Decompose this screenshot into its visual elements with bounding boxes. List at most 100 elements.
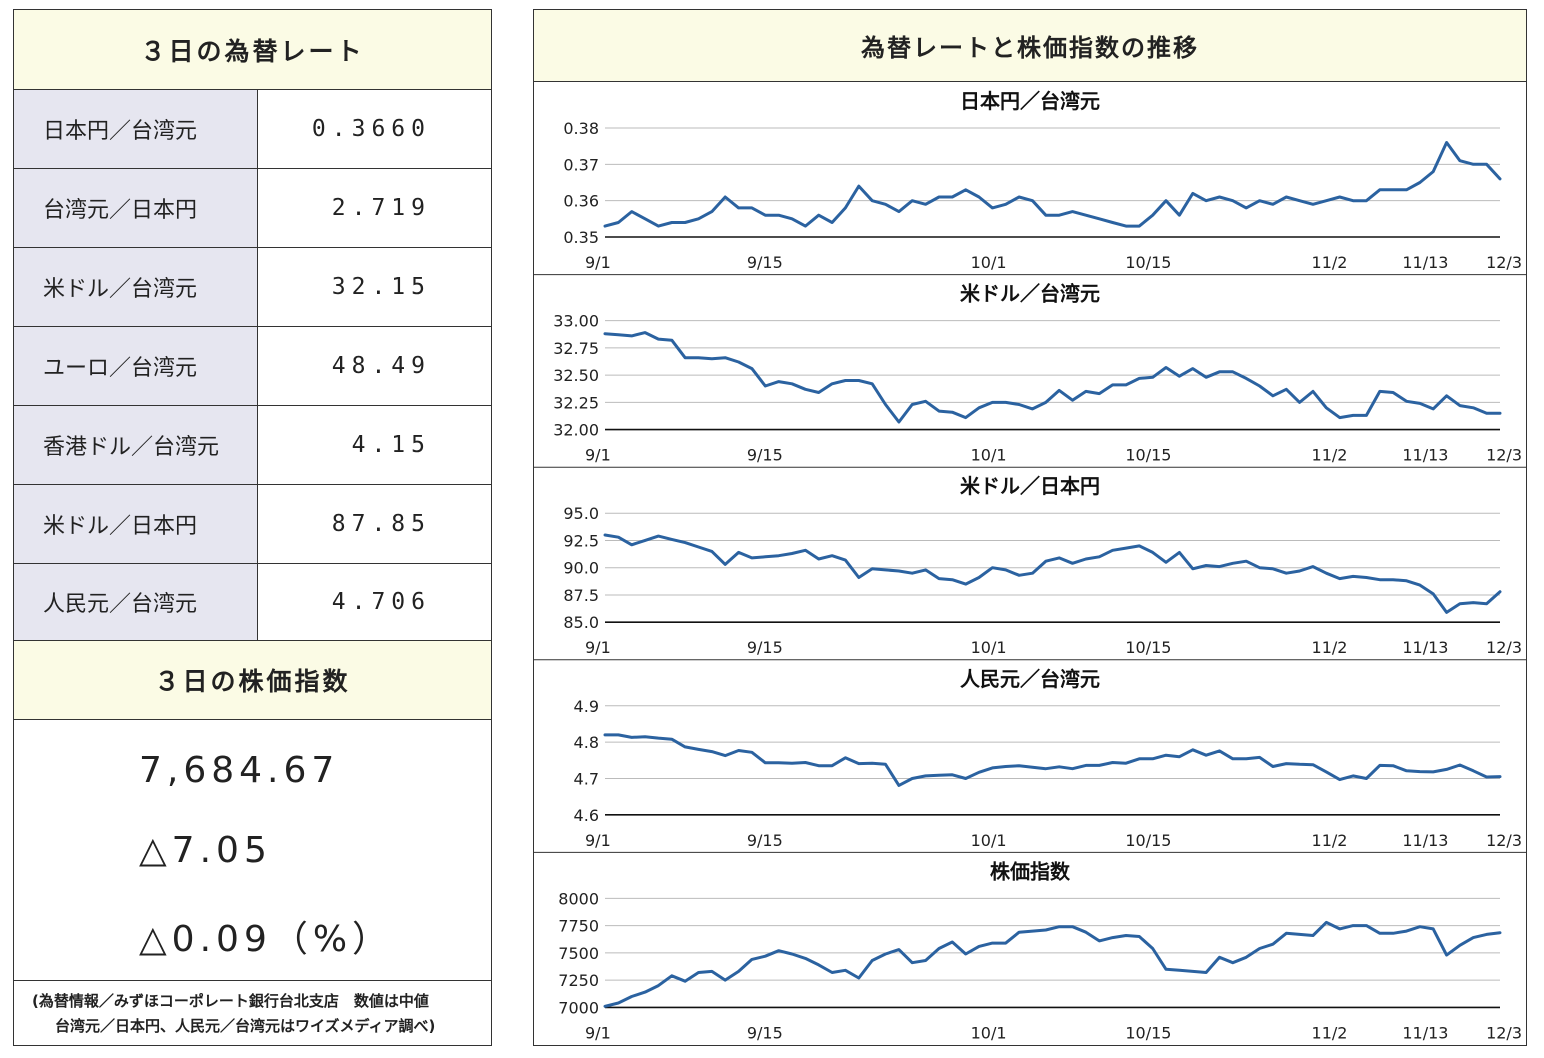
stock-index-change: △7.05 — [139, 830, 272, 871]
y-tick-label: 7000 — [558, 998, 599, 1017]
chart-panel: 株価指数 7000 7250 7500 7750 8000 9/1 9/15 10/1 10/15… — [534, 851, 1526, 1042]
rate-value: 87.85 — [331, 511, 431, 537]
x-tick-label: 11/13 — [1402, 638, 1448, 657]
rate-label: ユーロ／台湾元 — [14, 327, 258, 405]
y-tick-label: 32.75 — [553, 339, 599, 358]
rate-row: 香港ドル／台湾元 4.15 — [14, 406, 491, 485]
y-tick-label: 7500 — [558, 944, 599, 963]
series-line — [603, 920, 1502, 1008]
x-tick-label: 9/1 — [585, 638, 611, 657]
x-tick-label: 11/2 — [1312, 446, 1348, 465]
chart-panel: 人民元／台湾元 4.6 4.7 4.8 4.9 9/1 9/15 10/1 10/15 11/2 1… — [534, 659, 1526, 850]
y-tick-label: 8000 — [558, 889, 599, 908]
x-tick-label: 9/15 — [747, 1023, 783, 1042]
source-note-line-2: 台湾元／日本円、人民元／台湾元はワイズメディア調べ) — [55, 1017, 436, 1035]
y-tick-label: 92.5 — [563, 531, 599, 550]
x-tick-label: 10/15 — [1125, 446, 1171, 465]
x-tick-label: 10/1 — [971, 1023, 1007, 1042]
y-tick-label: 32.25 — [553, 393, 599, 412]
rate-value: 48.49 — [331, 353, 431, 379]
x-tick-label: 12/3 — [1486, 253, 1522, 272]
y-tick-label: 4.7 — [574, 769, 599, 788]
rate-value: 2.719 — [331, 195, 431, 221]
rate-label: 人民元／台湾元 — [14, 564, 258, 640]
x-tick-label: 12/3 — [1486, 446, 1522, 465]
source-note-line-1: (為替情報／みずほコーポレート銀行台北支店 数値は中値 — [32, 992, 429, 1010]
y-tick-label: 33.00 — [553, 312, 599, 331]
rate-value: 4.15 — [351, 432, 431, 458]
stock-index-change-pct: △0.09（%） — [139, 919, 394, 960]
rate-label: 日本円／台湾元 — [14, 90, 258, 168]
y-tick-label: 4.6 — [574, 806, 599, 825]
y-tick-label: 32.50 — [553, 366, 599, 385]
rate-label: 米ドル／台湾元 — [14, 248, 258, 326]
y-tick-label: 7750 — [558, 917, 599, 936]
x-tick-label: 10/1 — [971, 446, 1007, 465]
chart-panel: 米ドル／台湾元 32.00 32.25 32.50 32.75 33.00 9/1 9/15 1… — [534, 274, 1526, 465]
rates-and-index-panel: ３日の為替レート 日本円／台湾元 0.3660 台湾元／日本円 2.719 米ド… — [13, 9, 492, 1046]
x-tick-label: 9/15 — [747, 446, 783, 465]
rate-row: 日本円／台湾元 0.3660 — [14, 90, 491, 169]
y-tick-label: 0.37 — [563, 155, 599, 174]
x-tick-label: 11/2 — [1312, 638, 1348, 657]
x-tick-label: 11/13 — [1402, 446, 1448, 465]
chart-title: 株価指数 — [990, 859, 1071, 883]
series-line — [603, 331, 1502, 424]
chart-title: 人民元／台湾元 — [960, 667, 1100, 691]
x-tick-label: 10/15 — [1125, 638, 1171, 657]
rate-label: 台湾元／日本円 — [14, 169, 258, 247]
series-line — [603, 141, 1502, 228]
x-tick-label: 10/15 — [1125, 1023, 1171, 1042]
charts-svg: 日本円／台湾元 0.35 0.36 0.37 0.38 9/1 9/15 10/1 10/15 1… — [534, 89, 1526, 1042]
x-tick-label: 10/15 — [1125, 253, 1171, 272]
charts-panel: 為替レートと株価指数の推移 日本円／台湾元 0.35 0.36 0.37 0.38 9/1… — [533, 9, 1527, 1046]
y-tick-label: 4.9 — [574, 697, 599, 716]
y-tick-label: 0.35 — [563, 228, 599, 247]
y-tick-label: 87.5 — [563, 586, 599, 605]
rate-row: 米ドル／日本円 87.85 — [14, 485, 491, 564]
chart-panel: 米ドル／日本円 85.0 87.5 90.0 92.5 95.0 9/1 9/15 10/1 10… — [534, 466, 1526, 657]
source-note: (為替情報／みずほコーポレート銀行台北支店 数値は中値 台湾元／日本円、人民元／… — [14, 980, 491, 1045]
x-tick-label: 9/1 — [585, 1023, 611, 1042]
x-tick-label: 10/1 — [971, 638, 1007, 657]
series-line — [603, 533, 1502, 614]
rate-value: 4.706 — [331, 589, 431, 615]
x-tick-label: 11/2 — [1312, 831, 1348, 850]
rate-label: 香港ドル／台湾元 — [14, 406, 258, 484]
chart-title: 日本円／台湾元 — [960, 89, 1100, 113]
y-tick-label: 32.00 — [553, 421, 599, 440]
x-tick-label: 11/13 — [1402, 253, 1448, 272]
x-tick-label: 11/13 — [1402, 1023, 1448, 1042]
rate-row: 台湾元／日本円 2.719 — [14, 169, 491, 248]
x-tick-label: 12/3 — [1486, 638, 1522, 657]
x-tick-label: 12/3 — [1486, 1023, 1522, 1042]
charts-panel-title: 為替レートと株価指数の推移 — [534, 10, 1526, 82]
y-tick-label: 4.8 — [574, 733, 599, 752]
chart-title: 米ドル／台湾元 — [960, 282, 1100, 306]
x-tick-label: 9/1 — [585, 446, 611, 465]
x-tick-label: 9/15 — [747, 253, 783, 272]
rate-row: 人民元／台湾元 4.706 — [14, 564, 491, 640]
x-tick-label: 11/2 — [1312, 253, 1348, 272]
stock-panel-title: ３日の株価指数 — [14, 640, 491, 720]
y-tick-label: 95.0 — [563, 504, 599, 523]
rate-value: 0.3660 — [311, 116, 431, 142]
chart-panel: 日本円／台湾元 0.35 0.36 0.37 0.38 9/1 9/15 10/1 10/15 1… — [563, 89, 1522, 272]
rate-row: 米ドル／台湾元 32.15 — [14, 248, 491, 327]
x-tick-label: 12/3 — [1486, 831, 1522, 850]
x-tick-label: 9/1 — [585, 253, 611, 272]
x-tick-label: 11/13 — [1402, 831, 1448, 850]
rates-panel-title: ３日の為替レート — [14, 10, 491, 90]
y-tick-label: 90.0 — [563, 559, 599, 578]
rate-row: ユーロ／台湾元 48.49 — [14, 327, 491, 406]
x-tick-label: 10/1 — [971, 253, 1007, 272]
x-tick-label: 10/1 — [971, 831, 1007, 850]
x-tick-label: 9/15 — [747, 831, 783, 850]
x-tick-label: 9/1 — [585, 831, 611, 850]
x-tick-label: 11/2 — [1312, 1023, 1348, 1042]
x-tick-label: 10/15 — [1125, 831, 1171, 850]
y-tick-label: 85.0 — [563, 613, 599, 632]
y-tick-label: 0.36 — [563, 192, 599, 211]
rate-value: 32.15 — [331, 274, 431, 300]
chart-title: 米ドル／日本円 — [960, 474, 1100, 498]
